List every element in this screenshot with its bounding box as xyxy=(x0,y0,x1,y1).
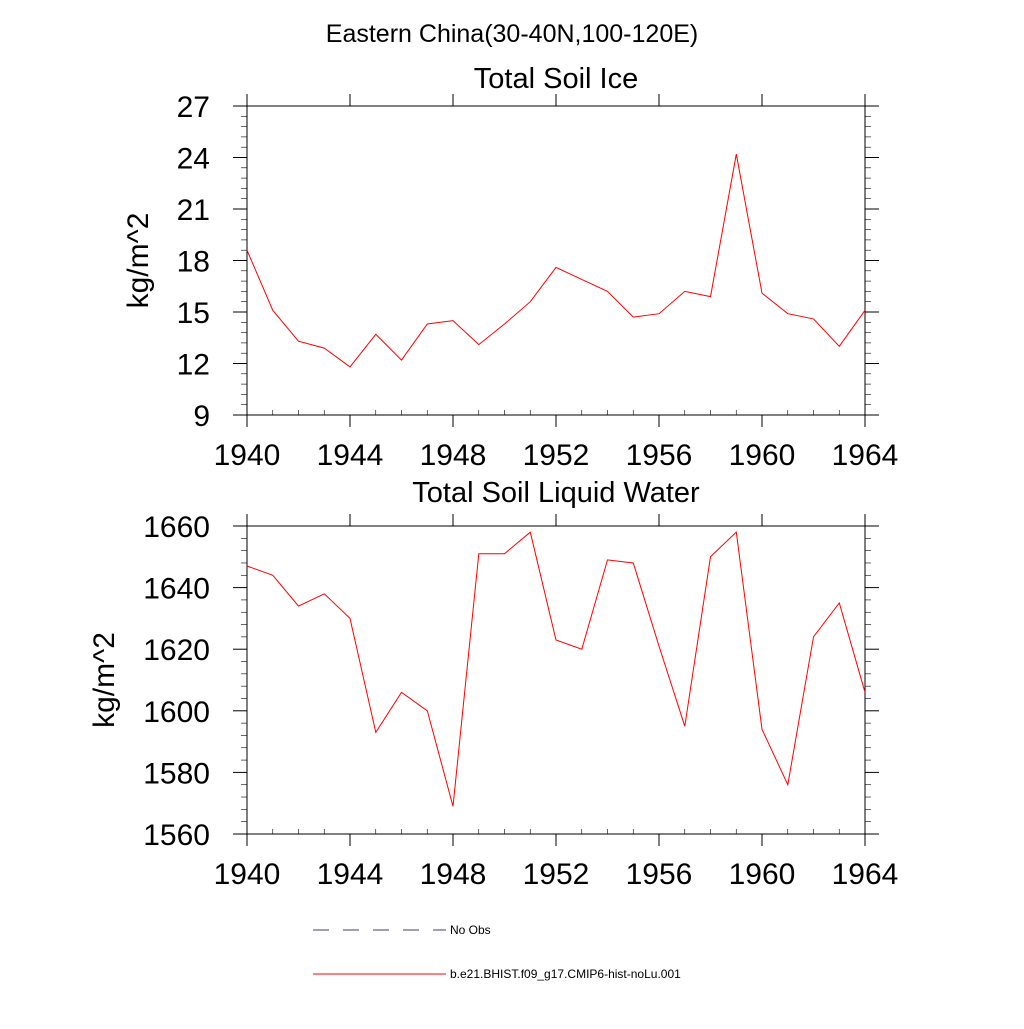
y-tick-label: 1580 xyxy=(143,757,210,790)
x-tick-label: 1956 xyxy=(626,439,693,472)
y-tick-label: 15 xyxy=(177,297,210,330)
series-line xyxy=(246,154,866,368)
x-tick-label: 1940 xyxy=(214,858,281,891)
y-tick-label: 27 xyxy=(177,91,210,124)
x-tick-label: 1948 xyxy=(420,858,487,891)
panel-soil-ice: Total Soil Ice kg/m^2 1940 1944 1948 1952 1956… xyxy=(122,63,898,472)
legend: No Obs b.e21.BHIST.f09_g17.CMIP6-hist-no… xyxy=(313,923,681,981)
figure-title: Eastern China(30-40N,100-120E) xyxy=(326,20,698,48)
y-tick-label: 9 xyxy=(193,400,210,433)
x-tick-label: 1952 xyxy=(523,439,590,472)
panel-title: Total Soil Liquid Water xyxy=(412,477,700,509)
y-axis-label: kg/m^2 xyxy=(88,632,121,728)
x-tick-label: 1964 xyxy=(832,439,899,472)
x-tick-label: 1960 xyxy=(729,439,796,472)
panel-soil-liquid-water: Total Soil Liquid Water kg/m^2 1940 1944 194… xyxy=(88,477,898,891)
y-tick-label: 24 xyxy=(177,143,210,176)
x-tick-label: 1956 xyxy=(626,858,693,891)
x-tick-label: 1944 xyxy=(317,439,384,472)
y-tick-label: 12 xyxy=(177,349,210,382)
legend-label-model-run: b.e21.BHIST.f09_g17.CMIP6-hist-noLu.001 xyxy=(450,967,681,981)
y-tick-label: 1660 xyxy=(143,511,210,544)
y-tick-label: 1560 xyxy=(143,819,210,852)
y-tick-label: 1640 xyxy=(143,573,210,606)
y-tick-label: 21 xyxy=(177,194,210,227)
y-axis-label: kg/m^2 xyxy=(122,213,155,309)
x-tick-label: 1952 xyxy=(523,858,590,891)
plot-frame xyxy=(246,525,866,835)
y-tick-label: 18 xyxy=(177,246,210,279)
y-tick-label: 1600 xyxy=(143,696,210,729)
plot-frame xyxy=(246,105,866,416)
x-tick-label: 1940 xyxy=(214,439,281,472)
panel-title: Total Soil Ice xyxy=(474,63,638,95)
y-tick-label: 1620 xyxy=(143,634,210,667)
x-tick-label: 1960 xyxy=(729,858,796,891)
legend-label-no-obs: No Obs xyxy=(450,923,491,937)
x-tick-label: 1944 xyxy=(317,858,384,891)
x-tick-label: 1948 xyxy=(420,439,487,472)
series-line xyxy=(246,531,866,807)
x-tick-label: 1964 xyxy=(832,858,899,891)
